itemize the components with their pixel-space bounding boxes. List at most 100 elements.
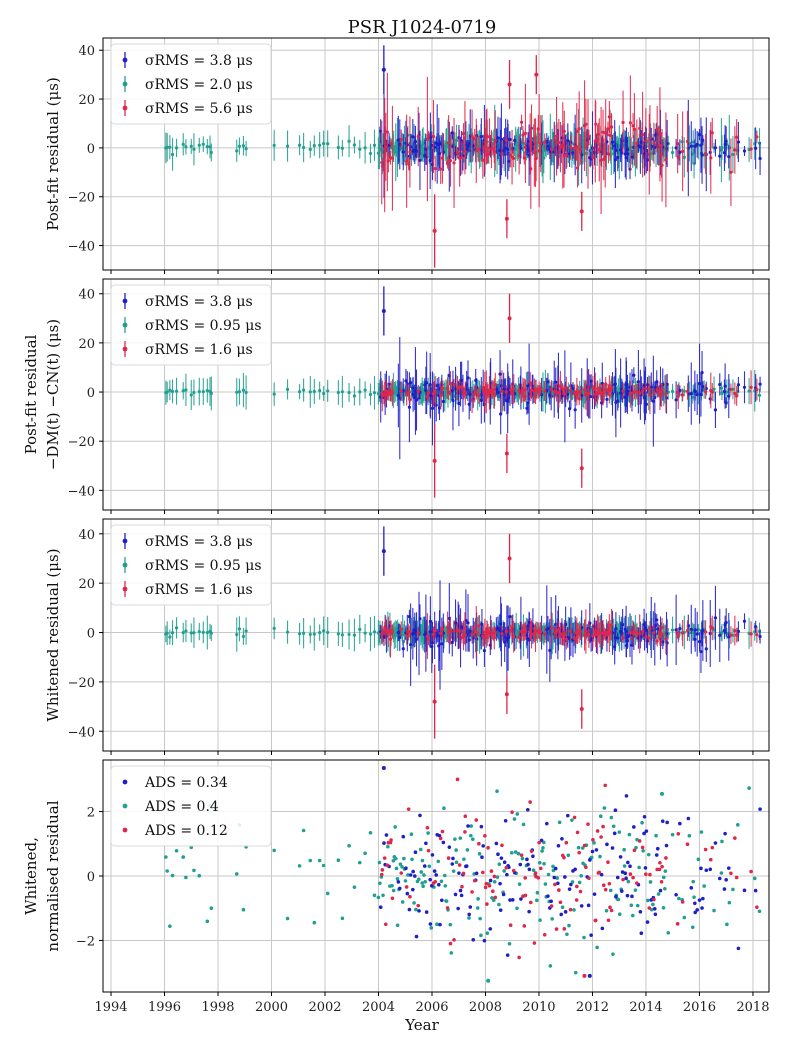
data-point bbox=[272, 392, 276, 396]
data-point bbox=[755, 135, 759, 139]
data-point bbox=[697, 898, 702, 902]
data-point bbox=[733, 391, 737, 396]
data-point bbox=[755, 905, 759, 909]
data-point bbox=[407, 390, 411, 395]
data-point bbox=[621, 622, 625, 627]
data-point bbox=[498, 372, 502, 376]
data-point bbox=[458, 836, 463, 840]
data-point bbox=[368, 632, 373, 636]
data-point bbox=[448, 158, 453, 163]
data-point bbox=[717, 876, 722, 881]
x-tick-label: 2002 bbox=[308, 1000, 341, 1015]
data-point bbox=[396, 630, 400, 635]
data-point bbox=[509, 628, 513, 633]
data-point bbox=[577, 880, 582, 885]
data-point bbox=[168, 635, 172, 639]
data-point bbox=[504, 216, 509, 221]
data-point bbox=[380, 164, 384, 168]
data-point bbox=[626, 152, 630, 156]
data-point bbox=[661, 875, 666, 880]
data-point bbox=[461, 132, 466, 136]
data-point bbox=[587, 391, 591, 395]
data-point bbox=[440, 386, 445, 391]
data-point bbox=[708, 397, 712, 401]
data-point bbox=[529, 126, 534, 130]
data-point bbox=[409, 832, 414, 837]
data-point bbox=[529, 849, 534, 853]
data-point bbox=[455, 151, 460, 155]
data-point bbox=[189, 631, 193, 635]
data-point bbox=[654, 833, 658, 838]
data-point bbox=[416, 631, 420, 635]
data-point bbox=[537, 840, 541, 845]
data-point bbox=[588, 858, 592, 862]
data-point bbox=[492, 874, 497, 879]
data-point bbox=[594, 848, 599, 852]
data-point bbox=[272, 143, 276, 147]
data-point bbox=[418, 813, 422, 818]
data-point bbox=[724, 401, 728, 405]
data-point bbox=[557, 140, 561, 145]
data-point bbox=[589, 855, 594, 860]
data-point bbox=[591, 156, 595, 160]
data-point bbox=[610, 623, 614, 627]
data-point bbox=[464, 864, 469, 868]
data-point bbox=[543, 632, 547, 636]
data-point bbox=[486, 153, 490, 157]
data-point bbox=[408, 150, 412, 154]
data-point bbox=[481, 844, 486, 848]
data-point bbox=[568, 388, 573, 393]
data-point bbox=[192, 868, 196, 873]
data-point bbox=[241, 388, 246, 392]
data-point bbox=[507, 82, 512, 87]
data-point bbox=[577, 850, 581, 855]
data-point bbox=[733, 148, 737, 152]
legend-box bbox=[110, 524, 272, 606]
y-tick-label: −40 bbox=[68, 725, 95, 740]
data-point bbox=[308, 632, 312, 637]
data-point bbox=[491, 147, 495, 151]
data-point bbox=[398, 862, 403, 866]
data-point bbox=[689, 886, 694, 890]
data-point bbox=[381, 67, 386, 72]
data-point bbox=[735, 823, 740, 827]
data-point bbox=[441, 840, 446, 845]
data-point bbox=[432, 869, 437, 873]
data-point bbox=[624, 794, 629, 798]
data-point bbox=[377, 860, 382, 865]
data-point bbox=[525, 807, 530, 812]
data-point bbox=[390, 390, 395, 395]
data-point bbox=[390, 629, 395, 634]
data-point bbox=[619, 889, 624, 893]
data-point bbox=[165, 869, 169, 873]
data-point bbox=[638, 391, 642, 396]
data-point bbox=[463, 633, 467, 637]
data-point bbox=[534, 157, 538, 161]
data-point bbox=[735, 135, 739, 139]
data-point bbox=[474, 818, 479, 822]
data-point bbox=[674, 893, 678, 897]
data-point bbox=[174, 848, 179, 853]
data-point bbox=[648, 136, 652, 141]
data-point bbox=[460, 155, 464, 160]
data-point bbox=[652, 897, 656, 902]
data-point bbox=[499, 856, 504, 860]
data-point bbox=[297, 390, 302, 394]
data-point bbox=[642, 815, 647, 819]
data-point bbox=[396, 880, 401, 884]
data-point bbox=[457, 863, 462, 867]
data-point bbox=[736, 946, 741, 951]
data-point bbox=[308, 858, 313, 863]
data-point bbox=[428, 619, 432, 624]
data-point bbox=[628, 630, 632, 635]
data-point bbox=[448, 922, 453, 927]
data-point bbox=[478, 916, 482, 921]
data-point bbox=[568, 145, 573, 149]
data-point bbox=[340, 916, 345, 921]
data-point bbox=[725, 922, 729, 927]
data-point bbox=[500, 389, 504, 394]
data-points bbox=[164, 45, 762, 268]
data-point bbox=[521, 133, 525, 137]
data-point bbox=[558, 145, 563, 149]
data-point bbox=[244, 390, 248, 395]
